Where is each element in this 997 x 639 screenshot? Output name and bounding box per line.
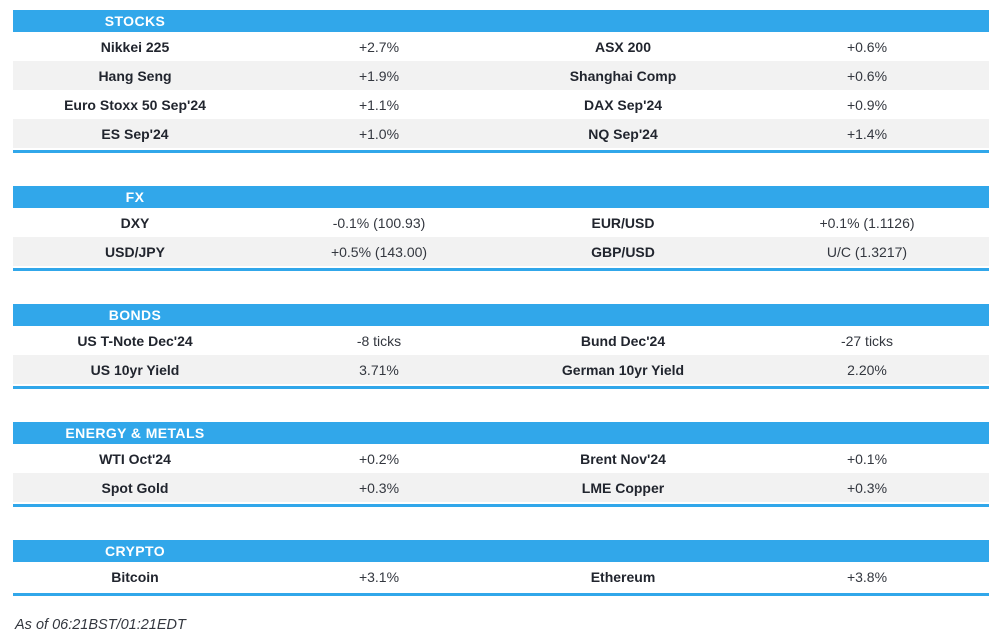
market-summary: STOCKS Nikkei 225 +2.7% ASX 200 +0.6% Ha… <box>13 10 997 596</box>
instrument-label-left: Euro Stoxx 50 Sep'24 <box>64 96 206 113</box>
table-row: Hang Seng +1.9% Shanghai Comp +0.6% <box>13 61 989 90</box>
instrument-value-right: U/C (1.3217) <box>826 243 908 260</box>
instrument-value-right: -27 ticks <box>840 332 894 349</box>
table-row: ES Sep'24 +1.0% NQ Sep'24 +1.4% <box>13 119 989 148</box>
instrument-label-right: Shanghai Comp <box>569 67 677 84</box>
instrument-label-left: DXY <box>120 214 150 231</box>
instrument-label-left: ES Sep'24 <box>101 125 169 142</box>
table-row: US T-Note Dec'24 -8 ticks Bund Dec'24 -2… <box>13 326 989 355</box>
section-header: BONDS <box>13 304 989 326</box>
section-rows: DXY -0.1% (100.93) EUR/USD +0.1% (1.1126… <box>13 208 989 266</box>
market-section: STOCKS Nikkei 225 +2.7% ASX 200 +0.6% Ha… <box>13 10 989 153</box>
table-row: WTI Oct'24 +0.2% Brent Nov'24 +0.1% <box>13 444 989 473</box>
instrument-label-left: Nikkei 225 <box>100 38 170 55</box>
instrument-value-left: 3.71% <box>359 361 399 378</box>
instrument-label-left: Spot Gold <box>101 479 169 496</box>
instrument-value-right: +0.9% <box>846 96 888 113</box>
instrument-label-right: ASX 200 <box>594 38 652 55</box>
section-rows: Bitcoin +3.1% Ethereum +3.8% <box>13 562 989 591</box>
section-title: BONDS <box>108 307 162 323</box>
market-section: BONDS US T-Note Dec'24 -8 ticks Bund Dec… <box>13 304 989 389</box>
section-rows: WTI Oct'24 +0.2% Brent Nov'24 +0.1% Spot… <box>13 444 989 502</box>
instrument-value-left: -0.1% (100.93) <box>332 214 426 231</box>
instrument-label-left: WTI Oct'24 <box>99 450 171 467</box>
table-row: USD/JPY +0.5% (143.00) GBP/USD U/C (1.32… <box>13 237 989 266</box>
table-row: DXY -0.1% (100.93) EUR/USD +0.1% (1.1126… <box>13 208 989 237</box>
instrument-label-right: NQ Sep'24 <box>588 125 658 142</box>
instrument-value-right: +0.3% <box>846 479 888 496</box>
market-section: FX DXY -0.1% (100.93) EUR/USD +0.1% (1.1… <box>13 186 989 271</box>
instrument-label-right: EUR/USD <box>591 214 655 231</box>
instrument-value-right: +1.4% <box>846 125 888 142</box>
instrument-value-right: +0.6% <box>846 38 888 55</box>
instrument-label-right: Brent Nov'24 <box>580 450 666 467</box>
table-row: US 10yr Yield 3.71% German 10yr Yield 2.… <box>13 355 989 384</box>
market-section: CRYPTO Bitcoin +3.1% Ethereum +3.8% <box>13 540 989 596</box>
section-header: CRYPTO <box>13 540 989 562</box>
section-header: ENERGY & METALS <box>13 422 989 444</box>
instrument-value-left: -8 ticks <box>356 332 402 349</box>
section-rows: Nikkei 225 +2.7% ASX 200 +0.6% Hang Seng… <box>13 32 989 148</box>
instrument-value-right: +0.1% (1.1126) <box>819 214 915 231</box>
instrument-label-right: Bund Dec'24 <box>580 332 666 349</box>
table-row: Nikkei 225 +2.7% ASX 200 +0.6% <box>13 32 989 61</box>
instrument-value-right: +3.8% <box>846 568 888 585</box>
instrument-label-right: Ethereum <box>590 568 656 585</box>
instrument-label-right: GBP/USD <box>591 243 655 260</box>
section-title: ENERGY & METALS <box>65 425 205 441</box>
section-title: FX <box>125 189 145 205</box>
section-title: CRYPTO <box>105 543 165 559</box>
table-row: Euro Stoxx 50 Sep'24 +1.1% DAX Sep'24 +0… <box>13 90 989 119</box>
instrument-label-left: USD/JPY <box>105 243 165 260</box>
instrument-value-left: +0.2% <box>358 450 400 467</box>
instrument-value-right: +0.1% <box>846 450 888 467</box>
table-row: Bitcoin +3.1% Ethereum +3.8% <box>13 562 989 591</box>
section-header: STOCKS <box>13 10 989 32</box>
as-of-timestamp: As of 06:21BST/01:21EDT <box>15 617 186 633</box>
instrument-value-left: +3.1% <box>358 568 400 585</box>
section-header: FX <box>13 186 989 208</box>
instrument-value-left: +2.7% <box>358 38 400 55</box>
instrument-value-left: +0.3% <box>358 479 400 496</box>
instrument-label-left: US T-Note Dec'24 <box>77 332 193 349</box>
instrument-value-left: +1.0% <box>358 125 400 142</box>
instrument-label-left: Hang Seng <box>98 67 172 84</box>
instrument-value-left: +0.5% (143.00) <box>330 243 428 260</box>
instrument-label-right: LME Copper <box>581 479 665 496</box>
instrument-value-left: +1.1% <box>358 96 400 113</box>
instrument-label-left: Bitcoin <box>111 568 159 585</box>
instrument-label-right: DAX Sep'24 <box>583 96 663 113</box>
instrument-label-left: US 10yr Yield <box>90 361 180 378</box>
section-title: STOCKS <box>104 13 166 29</box>
section-rows: US T-Note Dec'24 -8 ticks Bund Dec'24 -2… <box>13 326 989 384</box>
market-section: ENERGY & METALS WTI Oct'24 +0.2% Brent N… <box>13 422 989 507</box>
instrument-value-left: +1.9% <box>358 67 400 84</box>
instrument-value-right: +0.6% <box>846 67 888 84</box>
instrument-label-right: German 10yr Yield <box>561 361 685 378</box>
table-row: Spot Gold +0.3% LME Copper +0.3% <box>13 473 989 502</box>
instrument-value-right: 2.20% <box>847 361 887 378</box>
